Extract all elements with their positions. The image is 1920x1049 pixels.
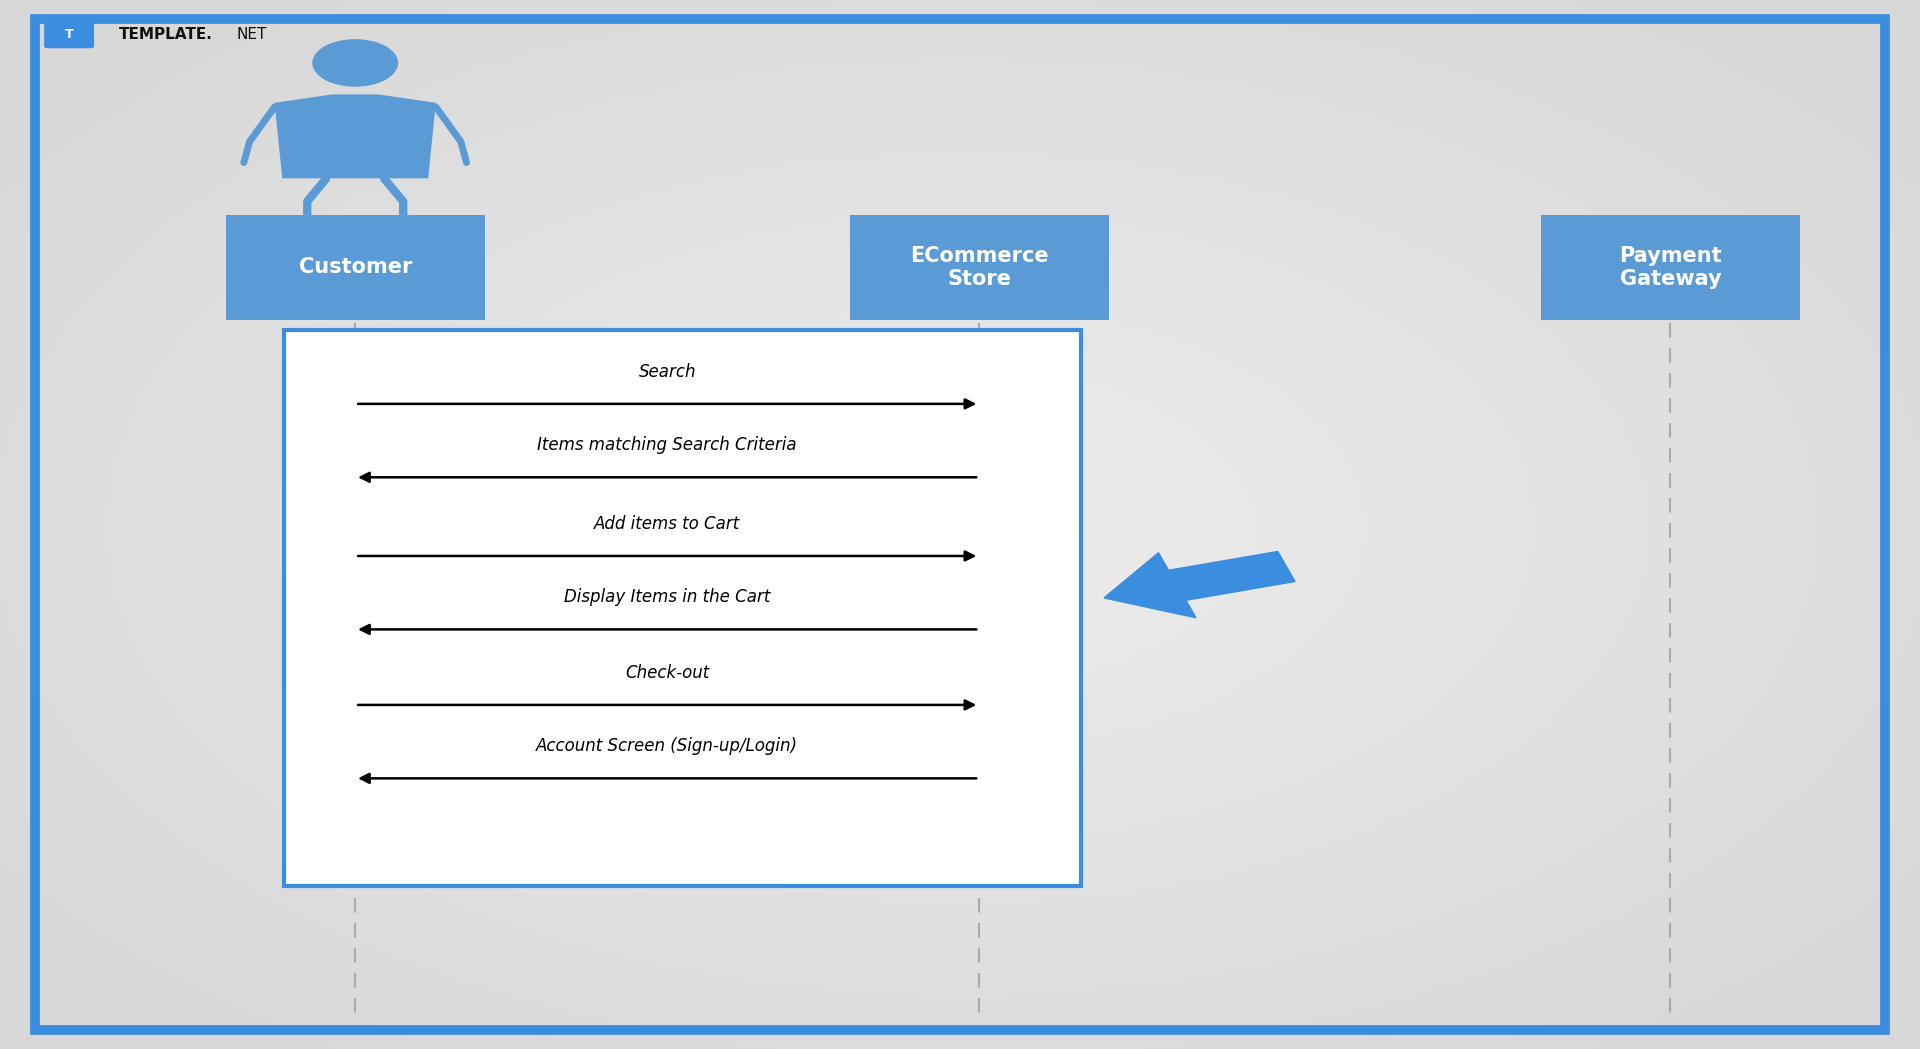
Polygon shape	[275, 94, 436, 178]
FancyBboxPatch shape	[1540, 215, 1801, 320]
Text: Check-out: Check-out	[626, 664, 708, 682]
FancyBboxPatch shape	[284, 330, 1081, 886]
FancyBboxPatch shape	[849, 215, 1110, 320]
Text: T: T	[65, 28, 73, 41]
Text: Search: Search	[639, 363, 695, 381]
Text: Payment
Gateway: Payment Gateway	[1619, 247, 1722, 288]
Text: Items matching Search Criteria: Items matching Search Criteria	[538, 436, 797, 454]
FancyBboxPatch shape	[227, 215, 484, 320]
Text: Add items to Cart: Add items to Cart	[593, 515, 741, 533]
FancyBboxPatch shape	[44, 21, 94, 48]
Text: NET: NET	[236, 27, 267, 42]
Text: Display Items in the Cart: Display Items in the Cart	[564, 588, 770, 606]
FancyArrow shape	[1104, 552, 1296, 618]
Text: ECommerce
Store: ECommerce Store	[910, 247, 1048, 288]
Text: Customer: Customer	[298, 257, 413, 278]
Text: Account Screen (Sign-up/Login): Account Screen (Sign-up/Login)	[536, 737, 799, 755]
Circle shape	[313, 40, 397, 86]
Text: TEMPLATE.: TEMPLATE.	[119, 27, 213, 42]
